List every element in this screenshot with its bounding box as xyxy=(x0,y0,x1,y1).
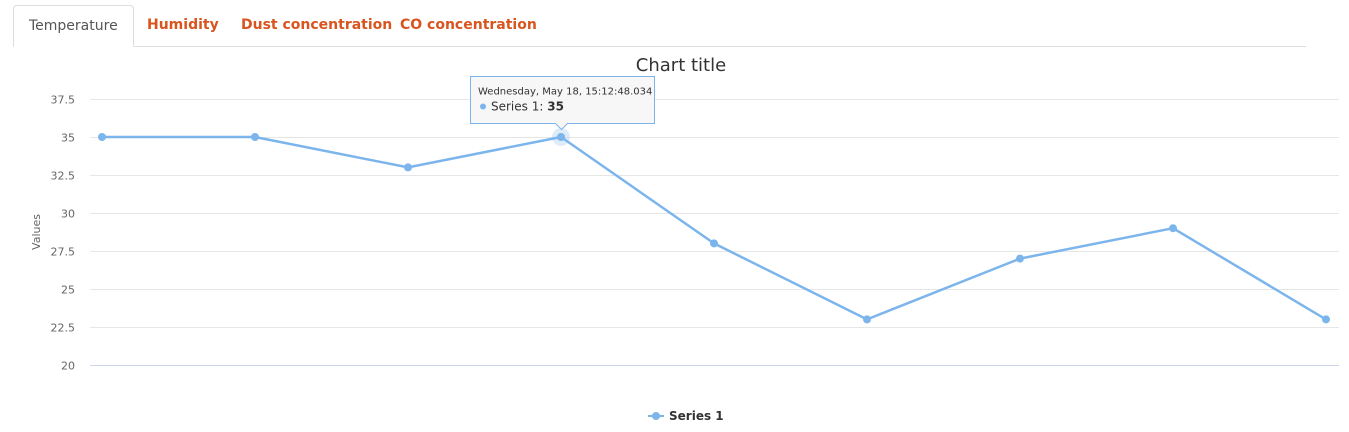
data-point[interactable] xyxy=(1322,315,1330,324)
tab-bar: Temperature Humidity Dust concentration … xyxy=(13,5,1306,47)
line-chart: Chart title 20 22.5 25 27.5 30 32.5 35 37.5 Val… xyxy=(30,55,1339,423)
tab-dust-concentration[interactable]: Dust concentration xyxy=(241,17,393,33)
tab-temperature[interactable]: Temperature xyxy=(13,5,134,47)
legend-marker xyxy=(652,412,660,420)
tooltip-value: 35 xyxy=(547,100,564,114)
y-tick-label: 25 xyxy=(61,284,75,297)
grid-lines xyxy=(90,99,1339,366)
data-point[interactable] xyxy=(863,315,871,324)
tooltip-series-marker xyxy=(480,103,486,110)
y-axis-ticks: 20 22.5 25 27.5 30 32.5 35 37.5 xyxy=(51,94,76,373)
series-line xyxy=(100,135,1328,321)
tooltip-box xyxy=(470,76,655,131)
y-tick-label: 22.5 xyxy=(51,322,76,335)
chart-title: Chart title xyxy=(636,55,726,76)
y-tick-label: 35 xyxy=(61,132,75,145)
data-point[interactable] xyxy=(251,133,259,141)
data-point[interactable] xyxy=(404,163,412,172)
tab-humidity[interactable]: Humidity xyxy=(147,17,219,33)
series-layer xyxy=(98,128,1330,324)
data-point[interactable] xyxy=(557,133,565,141)
tab-co-concentration[interactable]: CO concentration xyxy=(400,17,537,33)
tooltip-series-line: Series 1: 35 xyxy=(491,100,564,114)
legend-item-series-1[interactable]: Series 1 xyxy=(669,409,724,423)
data-point[interactable] xyxy=(1016,254,1024,263)
y-axis-title: Values xyxy=(30,214,43,250)
tooltip-date: Wednesday, May 18, 15:12:48.034 xyxy=(478,87,652,98)
data-point[interactable] xyxy=(98,133,106,141)
legend[interactable]: Series 1 xyxy=(648,409,724,423)
tooltip-series-label: Series 1: xyxy=(491,100,547,114)
y-tick-label: 37.5 xyxy=(51,94,76,107)
y-tick-label: 27.5 xyxy=(51,246,76,259)
tooltip: Wednesday, May 18, 15:12:48.034 Series 1… xyxy=(470,76,655,131)
y-tick-label: 30 xyxy=(61,208,75,221)
y-tick-label: 20 xyxy=(61,360,75,373)
data-point[interactable] xyxy=(1169,224,1177,233)
y-tick-label: 32.5 xyxy=(51,170,76,183)
data-point[interactable] xyxy=(710,239,718,248)
